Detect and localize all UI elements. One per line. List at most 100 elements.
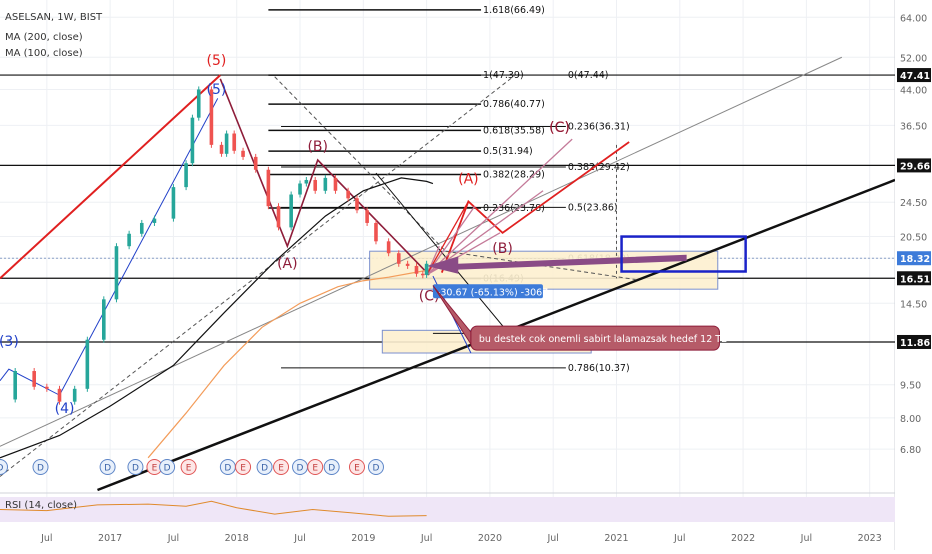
- wave-red-impulse: [0, 74, 221, 280]
- projection-red-zigzag: [440, 141, 630, 273]
- candle-body: [298, 183, 302, 195]
- badge-letter: D: [164, 464, 171, 474]
- candle-body: [421, 273, 425, 276]
- wave-labels: (3)(4)(5)(5)(A)(C)(A)(B)(C)(B)(C)-30.67 …: [0, 53, 727, 417]
- candle-body: [232, 133, 236, 151]
- dividend-badge: [256, 459, 273, 475]
- rsi-legend: RSI (14, close): [5, 500, 78, 511]
- candle-body: [313, 179, 318, 191]
- price-axis-label: 64.00: [900, 13, 927, 24]
- candle-body: [323, 177, 328, 191]
- candle-body: [13, 371, 17, 400]
- time-axis-label: Jul: [546, 533, 558, 544]
- candle-body: [396, 253, 401, 264]
- wave-label-b: (B): [307, 139, 328, 155]
- ma100-legend: MA (100, close): [5, 48, 83, 59]
- fib-right-label: 0.382(29.42): [568, 162, 630, 173]
- candle-body: [241, 150, 245, 157]
- trend-drawings: [0, 56, 896, 492]
- price-axis-label: 47.41: [900, 71, 930, 82]
- candle-body: [184, 163, 188, 188]
- price-axis-label: 44.00: [900, 85, 927, 96]
- wave-label-5-blue: (5): [207, 82, 227, 98]
- badge-letter: E: [240, 464, 246, 474]
- wave-label-c-proj: (C): [549, 120, 570, 136]
- annotation-text: bu destek cok onemli sabirt lalamazsak h…: [479, 334, 727, 345]
- badge-letter: E: [354, 464, 360, 474]
- earnings-badge: [180, 459, 197, 475]
- time-axis: Jul 2017 Jul 2018 Jul 2019 Jul 2020 Jul 2021 Jul 20…: [40, 533, 882, 544]
- price-axis-label: 36.50: [900, 121, 927, 132]
- wave-label-3: (3): [0, 334, 19, 350]
- rsi-band: [0, 497, 895, 522]
- time-axis-label: 2022: [731, 533, 755, 544]
- candle-body: [190, 117, 195, 164]
- fib-right-label: 0.236(36.31): [568, 121, 630, 132]
- price-axis-label: 6.80: [900, 445, 921, 456]
- wave-label-a-red: (A): [458, 172, 479, 188]
- badge-letter: D: [328, 464, 335, 474]
- candle-body: [276, 206, 281, 228]
- earnings-badge: [235, 459, 252, 475]
- candle-body: [152, 218, 157, 223]
- projection-fan-line: [426, 205, 476, 276]
- candle-body: [424, 263, 429, 275]
- badge-letter: D: [297, 464, 304, 474]
- projection-fan-line: [426, 138, 573, 276]
- badge-letter: D: [37, 464, 44, 474]
- projection-red-line: [426, 201, 469, 276]
- time-axis-label: 2020: [478, 533, 502, 544]
- price-axis-highlight: [897, 334, 931, 349]
- candle-body: [196, 89, 201, 118]
- time-axis-label: Jul: [293, 533, 305, 544]
- badge-letter: E: [312, 464, 318, 474]
- candle-body: [57, 388, 62, 402]
- ma200-legend: MA (200, close): [5, 32, 83, 43]
- wave-label-4: (4): [55, 401, 75, 417]
- dividend-badge: [159, 459, 176, 475]
- price-axis-label: 8.00: [900, 414, 921, 425]
- badge-letter: D: [224, 464, 231, 474]
- candle-body: [45, 386, 49, 389]
- candle-body: [333, 177, 338, 191]
- wave-label-a: (A): [277, 256, 298, 272]
- event-badges: DDDDEDEDEDEDEDED: [0, 459, 384, 475]
- fib-highlight-frame: [620, 235, 747, 273]
- price-axis-highlight: [897, 271, 931, 286]
- candle-body: [224, 133, 229, 154]
- fib-right-label: 0.786(10.37): [568, 363, 630, 374]
- candle-body: [346, 190, 350, 199]
- dividend-badge: [127, 459, 144, 475]
- earnings-badge: [307, 459, 324, 475]
- candle-body: [253, 156, 258, 170]
- fib-level-label: 1.618(66.49): [483, 5, 545, 16]
- candle-body: [289, 194, 293, 228]
- price-axis-highlight: [897, 68, 931, 83]
- dashed-trendline: [0, 74, 516, 477]
- price-axis: 64.00 52.00 44.00 36.50 29.66 24.50 20.50 18.32…: [895, 0, 932, 550]
- price-axis-label: 18.32: [900, 254, 930, 265]
- candle-body: [32, 371, 36, 387]
- time-axis-label: 2017: [98, 533, 122, 544]
- pointer-arrow-head: [426, 256, 459, 274]
- price-axis-label: 52.00: [900, 53, 927, 64]
- badge-letter: E: [278, 464, 284, 474]
- dividend-badge: [367, 459, 384, 475]
- rsi-line: [0, 500, 427, 517]
- moving-averages: [0, 177, 434, 459]
- earnings-badge: [273, 459, 290, 475]
- candle-body: [386, 241, 391, 254]
- badge-letter: D: [373, 464, 380, 474]
- price-axis-label: 24.50: [900, 198, 927, 209]
- candle-body: [209, 89, 214, 145]
- candle-body: [355, 198, 359, 211]
- dividend-badge: [0, 459, 8, 475]
- price-axis-label: 29.66: [900, 161, 930, 172]
- badge-letter: E: [152, 464, 158, 474]
- badge-letter: D: [104, 464, 111, 474]
- dashed-target-line: [445, 250, 636, 281]
- candle-body: [365, 210, 369, 223]
- candle-body: [414, 265, 419, 274]
